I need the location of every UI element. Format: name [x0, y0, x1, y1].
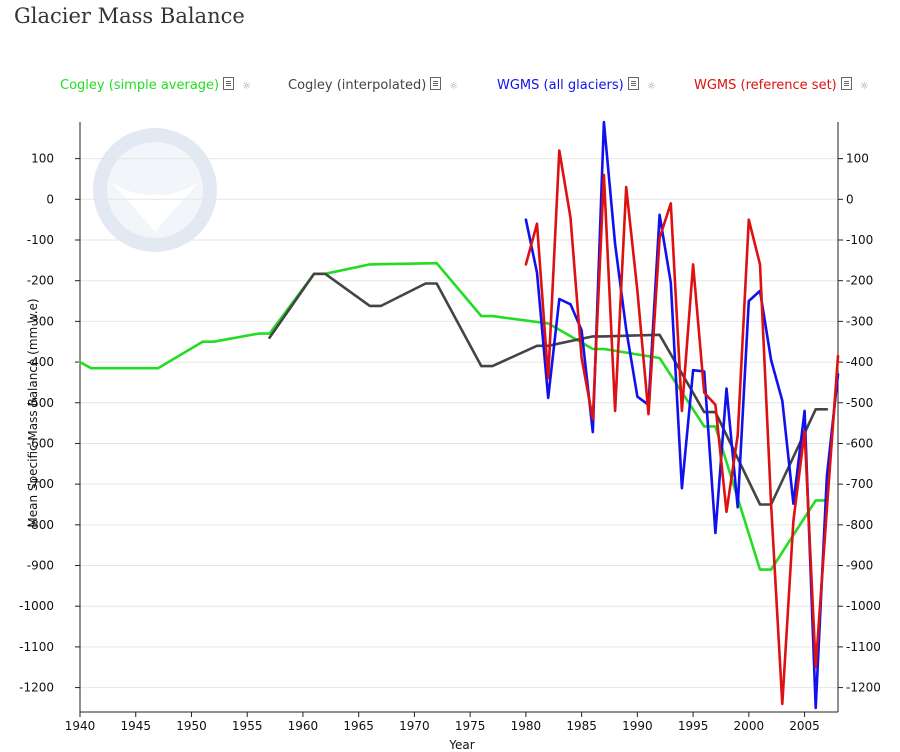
- y-tick-label-right: -400: [846, 355, 873, 369]
- y-tick-label-left: -600: [27, 436, 54, 450]
- x-tick-label: 1990: [622, 719, 653, 733]
- legend-item-cogley-simple-average[interactable]: Cogley (simple average) ☼: [60, 77, 251, 93]
- gear-icon[interactable]: ☼: [646, 81, 656, 92]
- y-tick-label-left: -1100: [19, 640, 54, 654]
- series-line-cogley-interpolated: [268, 272, 829, 506]
- y-tick-label-left: -900: [27, 559, 54, 573]
- series-line-cogley-simple-average: [78, 261, 829, 571]
- x-tick-label: 1965: [343, 719, 374, 733]
- y-tick-label-left: -300: [27, 314, 54, 328]
- y-tick-label-right: -800: [846, 518, 873, 532]
- legend-item-cogley-interpolated[interactable]: Cogley (interpolated) ☼: [288, 77, 458, 93]
- x-tick-label: 2000: [734, 719, 765, 733]
- y-tick-label-left: -800: [27, 518, 54, 532]
- y-tick-label-right: 100: [846, 152, 869, 166]
- series-lines: [78, 120, 840, 710]
- y-tick-label-right: -700: [846, 477, 873, 491]
- x-tick-label: 1980: [511, 719, 542, 733]
- legend-label[interactable]: WGMS (reference set): [694, 78, 837, 93]
- gear-icon[interactable]: ☼: [242, 81, 252, 92]
- y-tick-label-right: -300: [846, 314, 873, 328]
- y-tick-label-right: -100: [846, 233, 873, 247]
- legend-item-wgms-reference-set[interactable]: WGMS (reference set) ☼: [694, 77, 869, 93]
- y-tick-label-left: -200: [27, 274, 54, 288]
- y-axis-label: Mean Specific Mass Balance (mm w.e): [26, 298, 40, 527]
- x-tick-label: 1970: [399, 719, 430, 733]
- x-tick-label: 1940: [65, 719, 96, 733]
- y-tick-label-right: -600: [846, 436, 873, 450]
- legend-item-wgms-all-glaciers[interactable]: WGMS (all glaciers) ☼: [497, 77, 656, 93]
- x-tick-label: 1945: [120, 719, 151, 733]
- y-tick-label-left: 100: [31, 152, 54, 166]
- y-tick-label-left: -500: [27, 396, 54, 410]
- series-line-wgms-reference-set: [524, 149, 840, 706]
- document-icon[interactable]: [223, 77, 235, 90]
- document-icon[interactable]: [840, 77, 852, 90]
- gear-icon[interactable]: ☼: [449, 81, 459, 92]
- y-tick-label-right: -1200: [846, 681, 881, 695]
- y-tick-label-right: -1100: [846, 640, 881, 654]
- grid: [80, 158, 838, 689]
- y-tick-label-left: -100: [27, 233, 54, 247]
- y-tick-label-left: -700: [27, 477, 54, 491]
- series-line-wgms-all-glaciers: [524, 120, 840, 710]
- noaa-logo: [93, 128, 217, 252]
- x-tick-label: 1995: [678, 719, 709, 733]
- y-tick-label-right: -900: [846, 559, 873, 573]
- x-tick-label: 1975: [455, 719, 486, 733]
- x-tick-label: 1950: [176, 719, 207, 733]
- y-tick-label-left: 0: [46, 192, 54, 206]
- legend-label[interactable]: Cogley (interpolated): [288, 78, 427, 93]
- document-icon[interactable]: [430, 77, 442, 90]
- gear-icon[interactable]: ☼: [859, 81, 869, 92]
- x-tick-label: 2005: [789, 719, 820, 733]
- y-tick-label-right: -200: [846, 274, 873, 288]
- x-tick-label: 1960: [288, 719, 319, 733]
- page-title: Glacier Mass Balance: [14, 4, 245, 28]
- legend-label[interactable]: WGMS (all glaciers): [497, 78, 624, 93]
- y-tick-label-left: -400: [27, 355, 54, 369]
- x-tick-label: 1985: [566, 719, 597, 733]
- document-icon[interactable]: [627, 77, 639, 90]
- y-tick-label-right: -1000: [846, 599, 881, 613]
- y-tick-label-right: -500: [846, 396, 873, 410]
- legend-label[interactable]: Cogley (simple average): [60, 78, 220, 93]
- y-tick-label-left: -1200: [19, 681, 54, 695]
- x-axis-label: Year: [448, 738, 474, 752]
- y-tick-label-right: 0: [846, 192, 854, 206]
- x-tick-label: 1955: [232, 719, 263, 733]
- axes: 100 100 0 0 -100 -100 -200 -200 -300 -300 -400 -400…: [19, 122, 881, 733]
- y-tick-label-left: -1000: [19, 599, 54, 613]
